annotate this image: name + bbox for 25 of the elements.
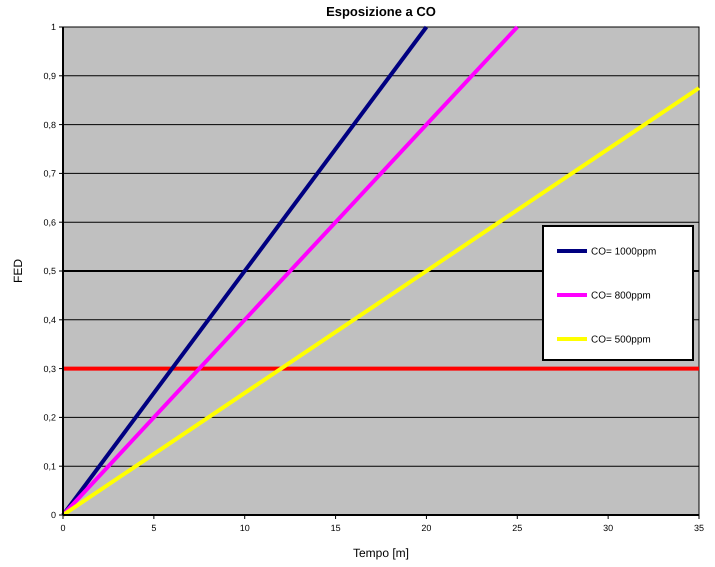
y-tick-label: 0,7: [43, 168, 56, 179]
x-tick-label: 0: [60, 523, 66, 533]
chart-title: Esposizione a CO: [326, 4, 436, 19]
y-tick-label: 0,3: [43, 364, 56, 374]
y-tick-label: 0,4: [43, 314, 56, 325]
legend-label: CO= 500ppm: [591, 334, 651, 346]
x-tick-label: 35: [694, 523, 704, 533]
y-tick-label: 0,2: [43, 412, 56, 423]
y-axis-title: FED: [11, 258, 25, 283]
x-axis-title: Tempo [m]: [352, 546, 410, 560]
y-tick-label: 0,1: [43, 461, 56, 472]
x-tick-label: 25: [512, 523, 522, 533]
y-tick-label: 0: [50, 510, 56, 520]
y-tick-label: 1: [50, 22, 56, 32]
x-tick-label: 30: [603, 523, 614, 533]
legend-label: CO= 1000ppm: [591, 246, 656, 258]
x-tick-label: 15: [330, 523, 341, 533]
legend-label: CO= 800ppm: [591, 290, 651, 302]
x-tick-label: 10: [240, 523, 250, 533]
y-tick-label: 0,8: [43, 120, 56, 130]
x-tick-label: 20: [421, 523, 432, 533]
y-tick-label: 0,5: [43, 266, 56, 276]
y-tick-label: 0,6: [43, 217, 56, 228]
x-tick-label: 5: [151, 523, 156, 533]
y-tick-label: 0,9: [43, 70, 56, 81]
